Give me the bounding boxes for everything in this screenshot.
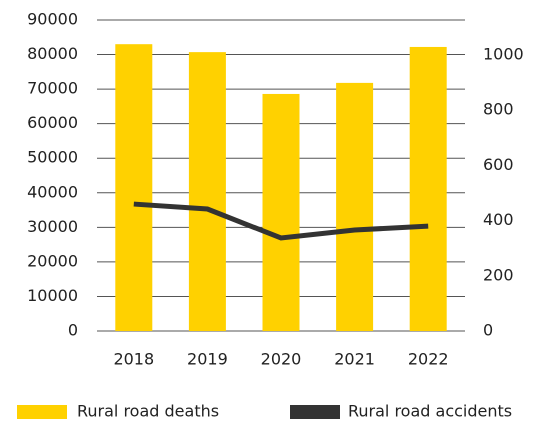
y-tick-label: 10000 (27, 286, 78, 305)
y-tick-label: 50000 (27, 148, 78, 167)
y2-tick-label: 0 (483, 321, 493, 340)
legend-label: Rural road deaths (77, 402, 219, 421)
x-tick-label: 2021 (334, 350, 375, 369)
bar (188, 52, 226, 332)
y2-tick-label: 200 (483, 265, 514, 284)
y-tick-label: 90000 (27, 10, 78, 29)
y2-tick-label: 600 (483, 155, 514, 174)
x-tick-label: 2019 (187, 350, 228, 369)
legend-label: Rural road accidents (348, 402, 512, 421)
y-tick-label: 30000 (27, 217, 78, 236)
y-tick-label: 60000 (27, 113, 78, 132)
legend-swatch (290, 405, 340, 419)
bar (336, 82, 374, 331)
line (133, 201, 429, 241)
y-tick-label: 0 (68, 321, 78, 340)
y-tick-label: 20000 (27, 251, 78, 270)
y-tick-label: 70000 (27, 79, 78, 98)
x-tick-label: 2018 (113, 350, 154, 369)
y2-tick-label: 400 (483, 210, 514, 229)
bar (262, 93, 300, 332)
bar (409, 46, 447, 331)
y2-tick-label: 1000 (483, 45, 524, 64)
y2-tick-label: 800 (483, 100, 514, 119)
x-tick-label: 2020 (261, 350, 302, 369)
y-tick-label: 80000 (27, 44, 78, 63)
x-tick-label: 2022 (408, 350, 449, 369)
y-tick-label: 40000 (27, 182, 78, 201)
bar (115, 44, 153, 331)
legend-swatch (17, 405, 67, 419)
